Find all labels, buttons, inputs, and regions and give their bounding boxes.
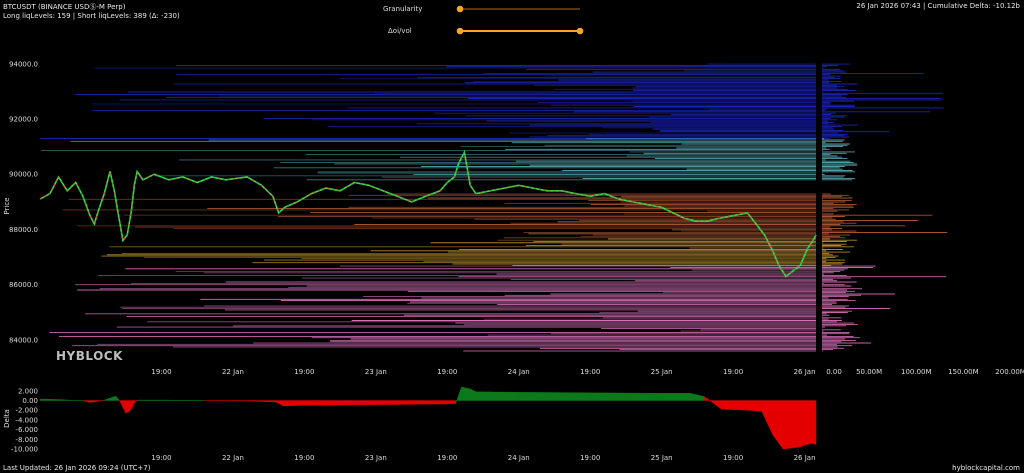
delta-time-tick-label: 19:00 (294, 454, 314, 462)
delta-time-tick-label: 19:00 (580, 454, 600, 462)
delta-segment (304, 400, 348, 406)
price-series (39, 149, 817, 278)
delta-tick-label: -6.000 (15, 426, 38, 434)
granularity-label: Granularity (383, 5, 423, 13)
price-tick-label: 92000.0 (9, 116, 38, 124)
delta-oi-vol-handle-min[interactable] (456, 27, 464, 35)
delta-segment (518, 392, 591, 401)
delta-segment (790, 400, 800, 449)
profile-tick-label: 50.00M (856, 368, 882, 376)
price-tick-label: 86000.0 (9, 281, 38, 289)
delta-time-tick-label: 22 Jan (222, 454, 244, 462)
delta-time-tick-label: 19:00 (151, 454, 171, 462)
delta-segment (690, 393, 705, 401)
delta-segment (134, 399, 138, 404)
delta-segment (455, 394, 459, 404)
delta-tick-label: 0.00 (22, 397, 38, 405)
site-link[interactable]: hyblockcapital.com (952, 464, 1020, 472)
price-tick-label: 94000.0 (9, 60, 38, 68)
profile-tick-label: 150.00M (948, 368, 979, 376)
delta-segment (125, 400, 131, 414)
price-axis-title: Price (3, 197, 11, 214)
time-tick-label: 19:00 (580, 368, 600, 376)
delta-segment (104, 397, 112, 401)
delta-segment (39, 398, 62, 401)
symbol-label: BTCUSDT (BINANCE USDⓈ-M Perp) (3, 3, 126, 11)
price-candles-down (39, 151, 817, 277)
delta-segment (347, 400, 405, 406)
delta-time-tick-label: 26 Jan (794, 454, 816, 462)
delta-segment (590, 392, 662, 401)
time-tick-label: 19:00 (151, 368, 171, 376)
time-tick-label: 24 Jan (508, 368, 530, 376)
delta-tick-label: -8.000 (15, 436, 38, 444)
delta-segment (275, 400, 284, 407)
last-updated-label: Last Updated: 26 Jan 2026 09:24 (UTC+7) (3, 464, 151, 472)
time-tick-label: 19:00 (437, 368, 457, 376)
delta-segment (704, 396, 722, 410)
delta-segment (740, 400, 762, 412)
delta-segment (721, 400, 741, 410)
cumulative-delta-label: 26 Jan 2026 07:43 | Cumulative Delta: -1… (856, 2, 1020, 10)
delta-time-tick-label: 25 Jan (651, 454, 673, 462)
axes: Price 94000.0 92000.0 90000.0 88000.0 86000.0… (3, 60, 1024, 462)
delta-time-tick-label: 19:00 (723, 454, 743, 462)
delta-segment (111, 395, 116, 401)
delta-tick-label: -4.000 (15, 416, 38, 424)
delta-time-tick-label: 19:00 (437, 454, 457, 462)
delta-segment (282, 400, 305, 407)
slider-controls (456, 5, 584, 35)
delta-axis-title: Delta (3, 409, 11, 428)
delta-oi-vol-label: Δoi/vol (388, 27, 412, 35)
delta-area (39, 386, 817, 450)
delta-segment (798, 400, 805, 448)
delta-segment (115, 395, 119, 401)
granularity-handle[interactable] (456, 5, 464, 13)
delta-segment (61, 399, 84, 402)
price-tick-label: 88000.0 (9, 226, 38, 234)
delta-segment (811, 400, 817, 445)
time-tick-label: 25 Jan (651, 368, 673, 376)
delta-segment (404, 400, 448, 405)
time-tick-label: 19:00 (294, 368, 314, 376)
delta-segment (118, 398, 122, 405)
delta-segment (469, 388, 477, 401)
delta-segment (761, 400, 774, 436)
delta-segment (804, 400, 812, 446)
delta-segment (782, 400, 791, 450)
delta-oi-vol-handle-max[interactable] (576, 27, 584, 35)
liq-levels-summary: Long liqLevels: 159 | Short liqLevels: 3… (3, 12, 180, 20)
panel-separator (816, 46, 821, 366)
time-tick-label: 23 Jan (365, 368, 387, 376)
delta-segment (121, 400, 126, 414)
delta-tick-label: 2.000 (18, 387, 38, 395)
liq-volume-profile (822, 63, 948, 352)
time-tick-label: 22 Jan (222, 368, 244, 376)
hyblock-watermark: HYBLOCK (56, 349, 123, 363)
delta-segment (82, 400, 91, 403)
profile-tick-label: 200.00M (995, 368, 1024, 376)
delta-time-tick-label: 24 Jan (508, 454, 530, 462)
delta-segment (461, 386, 471, 401)
delta-time-tick-label: 23 Jan (365, 454, 387, 462)
liq-level-lines (40, 46, 821, 366)
delta-segment (89, 400, 98, 403)
time-tick-label: 26 Jan (794, 368, 816, 376)
time-tick-label: 19:00 (723, 368, 743, 376)
delta-segment (96, 399, 105, 402)
profile-tick-label: 0.00 (826, 368, 842, 376)
price-tick-label: 84000.0 (9, 336, 38, 344)
price-tick-label: 90000.0 (9, 171, 38, 179)
delta-segment (247, 400, 277, 403)
delta-tick-label: -2.000 (15, 407, 38, 415)
profile-tick-label: 100.00M (901, 368, 932, 376)
delta-segment (772, 400, 784, 450)
delta-segment (475, 391, 519, 401)
delta-tick-label: -10.000 (11, 446, 38, 454)
delta-segment (458, 386, 462, 401)
delta-segment (447, 400, 457, 405)
delta-segment (661, 393, 691, 401)
delta-segment (129, 400, 135, 411)
